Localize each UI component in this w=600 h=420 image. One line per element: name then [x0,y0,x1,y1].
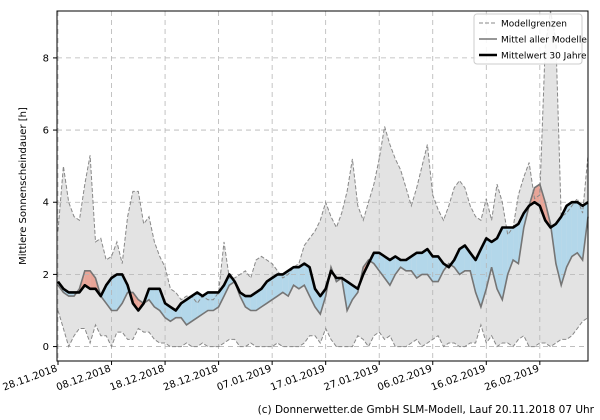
below-average-fill [395,256,401,275]
below-average-fill [427,249,433,282]
below-average-fill [416,252,422,278]
x-tick-label: 06.02.2019 [376,363,434,393]
legend-label: Modellgrenzen [501,20,567,30]
below-average-fill [111,274,117,311]
below-average-fill [561,205,567,286]
below-average-fill [186,296,192,325]
below-average-fill [422,249,428,275]
below-average-fill [149,288,155,307]
credit-text: (c) Donnerwetter.de GmbH SLM-Modell, Lau… [257,404,594,416]
below-average-fill [571,202,578,257]
below-average-fill [277,274,283,297]
y-tick-label: 6 [43,126,49,137]
model-max-line [57,10,589,305]
below-average-fill [207,292,214,311]
below-average-fill [502,227,508,300]
y-tick-label: 2 [43,270,49,281]
above-average-fill [90,270,96,289]
above-average-fill [534,184,540,206]
below-average-fill [384,256,390,286]
below-average-fill [486,238,492,289]
below-average-fill [191,292,198,322]
below-average-fill [266,278,273,304]
legend: Modellgrenzen Mittel aller Modelle Mittelw… [473,13,587,65]
plot-frame [56,10,589,362]
below-average-fill [513,223,519,264]
model-mean-line [57,182,589,326]
x-tick-label: 26.02.2019 [483,363,541,393]
legend-label: Mittel aller Modelle [501,36,587,46]
below-average-fill [347,281,353,311]
below-average-fill [304,263,310,297]
legend-label: Mittelwert 30 Jahre [501,52,587,62]
below-average-fill [154,288,160,311]
below-average-fill [116,274,123,311]
below-average-fill [298,263,305,289]
x-tick-label: 28.12.2018 [162,363,220,393]
below-average-fill [202,292,208,315]
below-average-fill [256,288,262,311]
x-tick-label: 27.01.2019 [323,363,381,393]
below-average-fill [389,256,396,286]
y-tick-label: 8 [43,53,49,64]
above-average-fill [132,292,139,311]
x-tick-label: 07.01.2019 [216,363,274,393]
model-min-line [57,310,589,348]
below-average-fill [272,274,278,300]
below-average-fill [470,252,476,293]
below-average-fill [475,249,481,307]
below-average-fill [491,238,497,289]
below-average-fill [250,292,257,311]
below-average-fill [293,267,299,289]
below-average-fill [373,252,380,271]
x-tick-label: 17.01.2019 [269,363,327,393]
below-average-fill [213,292,219,311]
below-average-fill [566,202,572,268]
below-average-fill [577,202,583,260]
below-average-fill [106,278,112,311]
x-tick-label: 08.12.2018 [55,363,113,393]
below-average-fill [459,245,465,275]
climatology-line [56,200,589,312]
above-average-fill [84,270,91,289]
below-average-fill [122,274,128,304]
x-tick-label: 28.11.2018 [1,363,59,393]
y-axis-label: Mittlere Sonnenscheindauer [h] [18,107,29,265]
below-average-fill [197,292,203,318]
x-tick-label: 16.02.2019 [430,363,488,393]
y-tick-label: 0 [43,342,49,353]
x-tick-label: 18.12.2018 [109,363,167,393]
legend-box [473,13,583,65]
below-average-fill [432,256,439,282]
above-average-fill [539,184,546,221]
below-average-fill [497,227,503,300]
y-tick-label: 4 [43,198,49,209]
below-average-fill [165,303,171,322]
below-average-fill [480,238,487,307]
